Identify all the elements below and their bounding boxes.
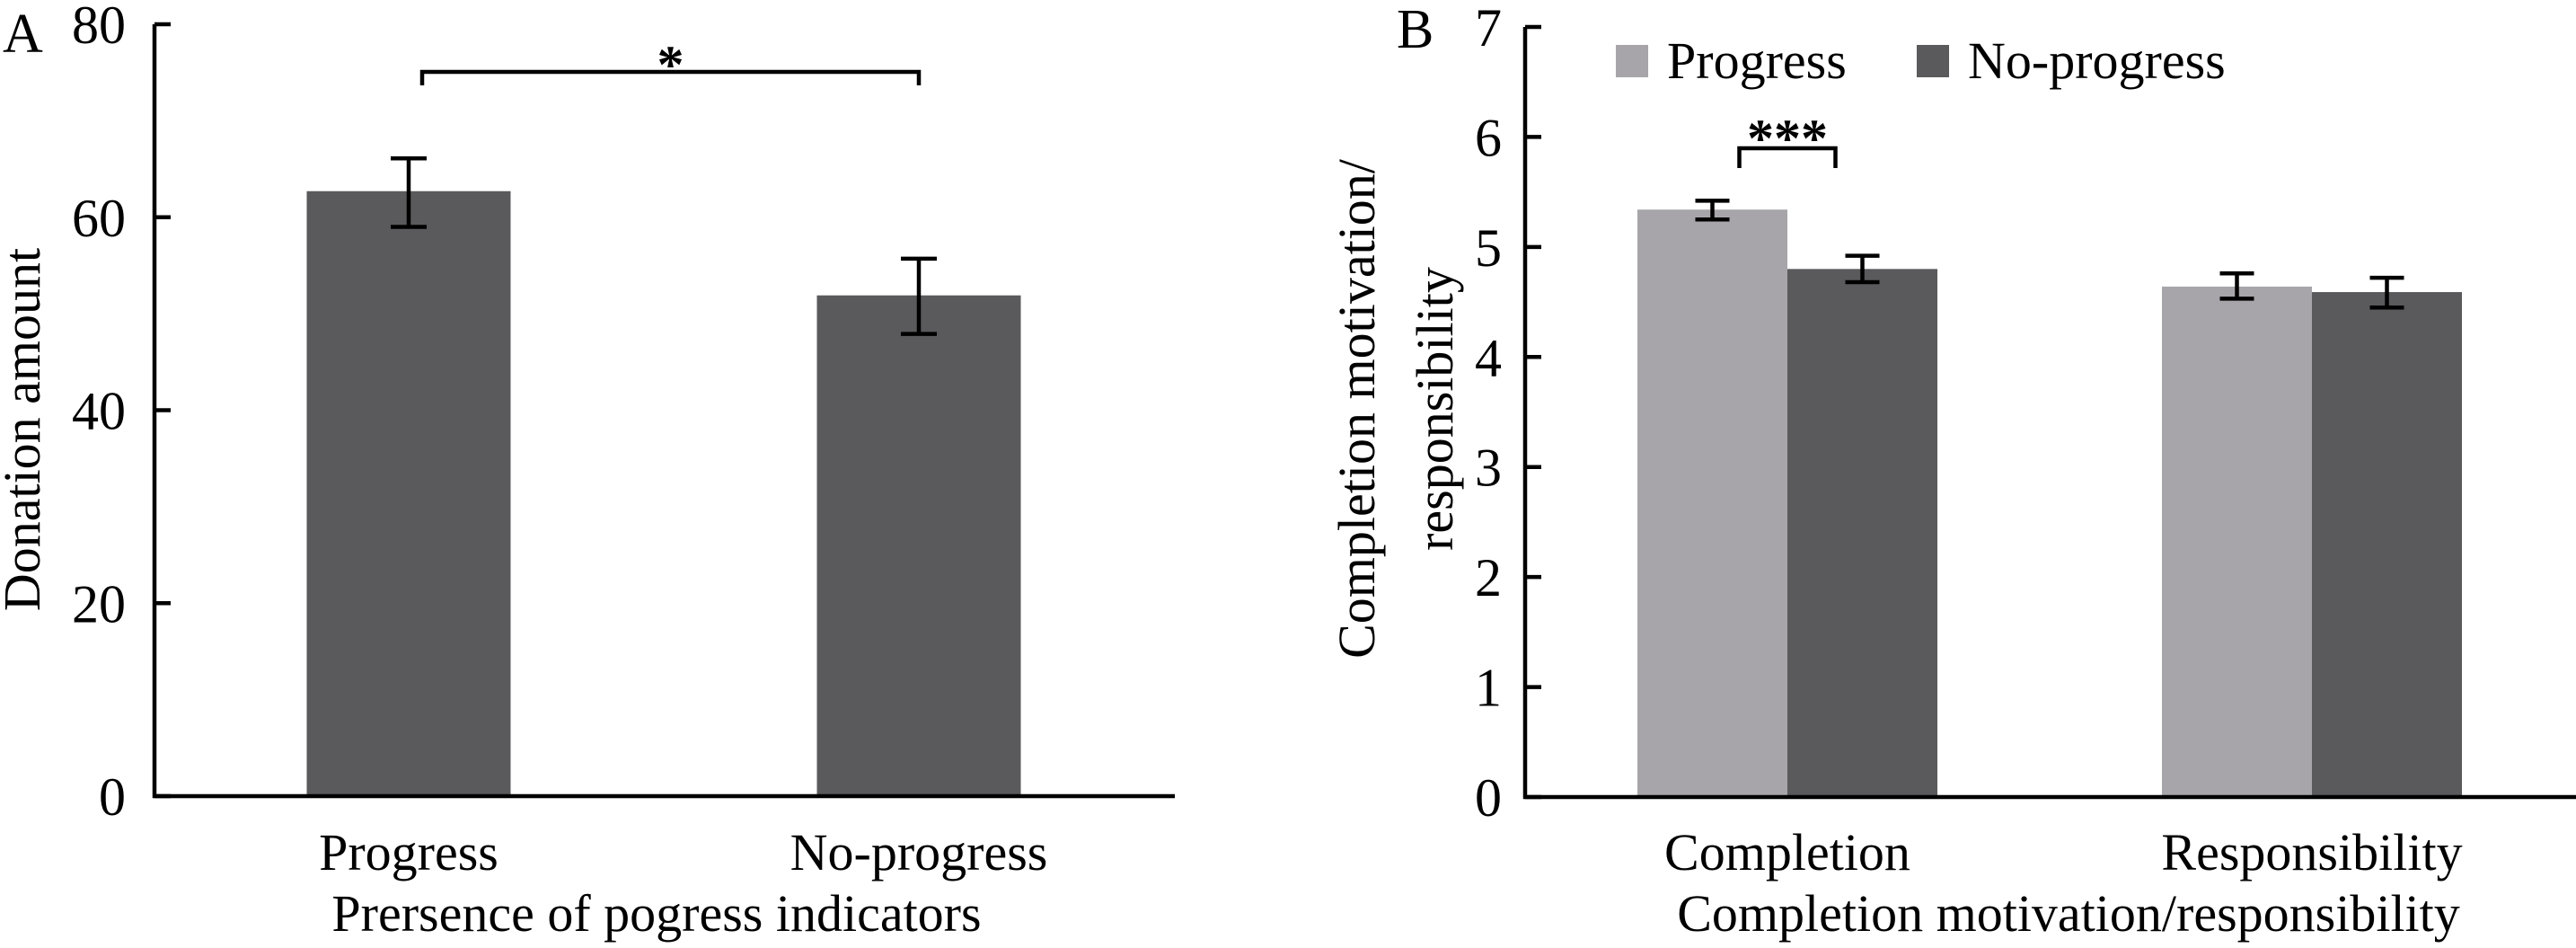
x-tick-label: No-progress (790, 823, 1048, 882)
panel-b-x-tick-labels: Completion Responsibility (1664, 823, 2463, 882)
panel-a-x-axis-title: Prersence of pogress indicators (331, 884, 981, 943)
panel-a-y-ticks: 0 20 40 60 80 (72, 0, 171, 827)
x-tick-label: Responsibility (2161, 823, 2462, 882)
bar-completion-progress (1637, 209, 1787, 797)
bar-completion-no-progress (1787, 269, 1937, 797)
y-tick-label: 4 (1475, 328, 1502, 387)
y-tick-label: 3 (1475, 439, 1502, 498)
legend-swatch-no-progress (1917, 45, 1949, 77)
legend-label: Progress (1667, 31, 1847, 90)
panel-b-legend: Progress No-progress (1616, 31, 2226, 90)
y-tick-label: 0 (1475, 768, 1502, 828)
bar-no-progress-donation-amount (816, 295, 1021, 796)
x-tick-label: Progress (319, 823, 498, 882)
y-tick-label: 7 (1475, 0, 1502, 58)
panel-a-x-tick-labels: Progress No-progress (319, 823, 1047, 882)
y-tick-label: 0 (99, 767, 126, 827)
panel-a-error-bars (391, 156, 937, 336)
bar-responsibility-progress (2162, 286, 2312, 798)
y-tick-label: 20 (72, 574, 126, 633)
bar-progress-donation-amount (306, 190, 511, 797)
panel-a-y-axis-title: Donation amount (0, 248, 51, 611)
legend-label: No-progress (1968, 31, 2226, 90)
panel-a-label: A (3, 4, 43, 65)
y-tick-label: 5 (1475, 218, 1502, 278)
y-tick-label: 60 (72, 189, 126, 248)
y-tick-label: 80 (72, 0, 126, 55)
y-tick-label: 6 (1475, 108, 1502, 167)
panel-b-error-bars (1695, 199, 2404, 310)
legend-swatch-progress (1616, 45, 1648, 77)
y-tick-label: 1 (1475, 659, 1502, 718)
panel-b-label: B (1397, 0, 1434, 60)
panel-b-bars (1637, 209, 2462, 798)
x-tick-label: Completion (1664, 823, 1910, 882)
significance-bracket (1737, 146, 1838, 168)
panel-a-significance: * (419, 35, 922, 94)
y-tick-label: 2 (1475, 548, 1502, 607)
panel-b-x-axis-title: Completion motivation/responsibility (1677, 884, 2460, 943)
panel-b-y-axis-title-line-1: Completion motivation/ (1328, 158, 1386, 659)
y-tick-label: 40 (72, 382, 126, 441)
significance-label: *** (1747, 109, 1828, 168)
panel-a: A 0 20 40 60 80 Progress No-progress Prersenc… (0, 0, 1175, 943)
significance-label: * (657, 35, 684, 94)
panel-b-y-ticks: 0 1 2 3 4 5 6 7 (1475, 0, 1541, 828)
bar-responsibility-no-progress (2312, 292, 2462, 797)
panel-a-bars (306, 190, 1021, 797)
significance-bracket (419, 69, 922, 85)
panel-b: B 0 1 2 3 4 5 6 7 Completion Responsibility Comp… (1328, 0, 2576, 943)
panel-b-significance: *** (1737, 109, 1838, 168)
panel-b-y-axis-title-line-2: responsibility (1406, 267, 1464, 551)
